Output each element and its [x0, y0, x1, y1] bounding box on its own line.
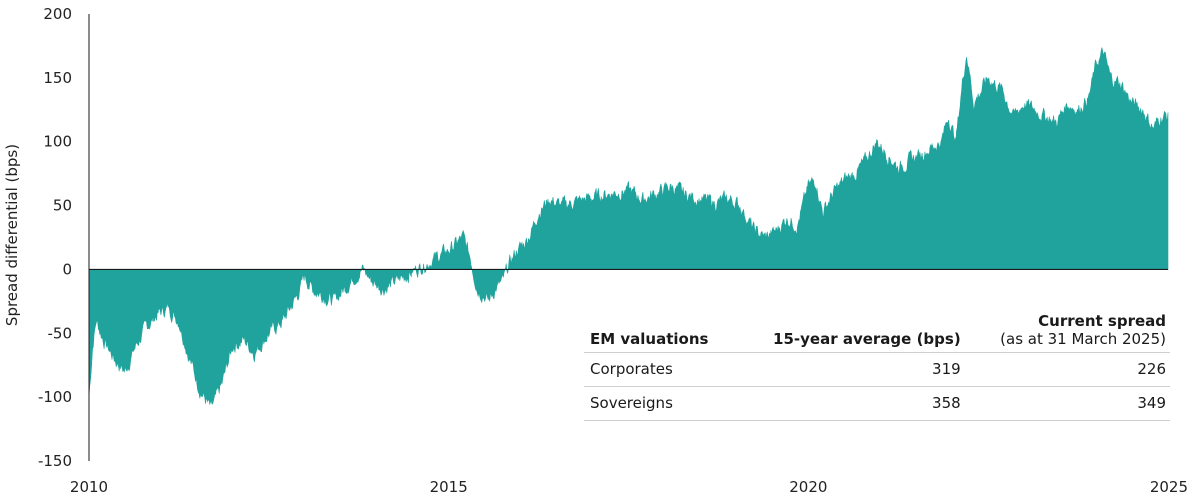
spread-area-series [88, 47, 1169, 405]
y-tick-label: -50 [48, 324, 73, 342]
y-tick-label: 0 [62, 260, 72, 278]
x-tick-label: 2025 [1150, 478, 1188, 496]
header-current-spread-date: (as at 31 March 2025) [1000, 330, 1166, 348]
row-avg-sovereigns: 358 [733, 386, 965, 421]
y-tick-label: 150 [43, 69, 72, 87]
x-tick-label: 2020 [789, 478, 827, 496]
table-row-corporates: Corporates 319 226 [584, 352, 1170, 387]
row-current-sovereigns: 349 [964, 386, 1170, 421]
row-current-corporates: 226 [964, 352, 1170, 387]
y-tick-label: -150 [38, 452, 72, 470]
row-label-corporates: Corporates [584, 352, 734, 387]
em-valuations-table: EM valuations 15-year average (bps) Curr… [584, 312, 1170, 421]
x-tick-label: 2010 [70, 478, 108, 496]
table-header-row: EM valuations 15-year average (bps) Curr… [584, 312, 1170, 353]
y-tick-label: 200 [43, 5, 72, 23]
header-current-spread: Current spread (as at 31 March 2025) [965, 312, 1170, 353]
header-em-valuations: EM valuations [590, 330, 709, 348]
y-tick-label: 100 [43, 133, 72, 151]
table-row-sovereigns: Sovereigns 358 349 [584, 386, 1170, 421]
row-avg-corporates: 319 [733, 352, 965, 387]
y-axis-title: Spread differential (bps) [3, 144, 21, 326]
x-tick-label: 2015 [430, 478, 468, 496]
header-current-spread-label: Current spread [1038, 312, 1166, 330]
y-tick-label: 50 [53, 197, 72, 215]
header-15-year-average: 15-year average (bps) [773, 330, 961, 348]
row-label-sovereigns: Sovereigns [584, 386, 734, 421]
y-tick-label: -100 [38, 388, 72, 406]
